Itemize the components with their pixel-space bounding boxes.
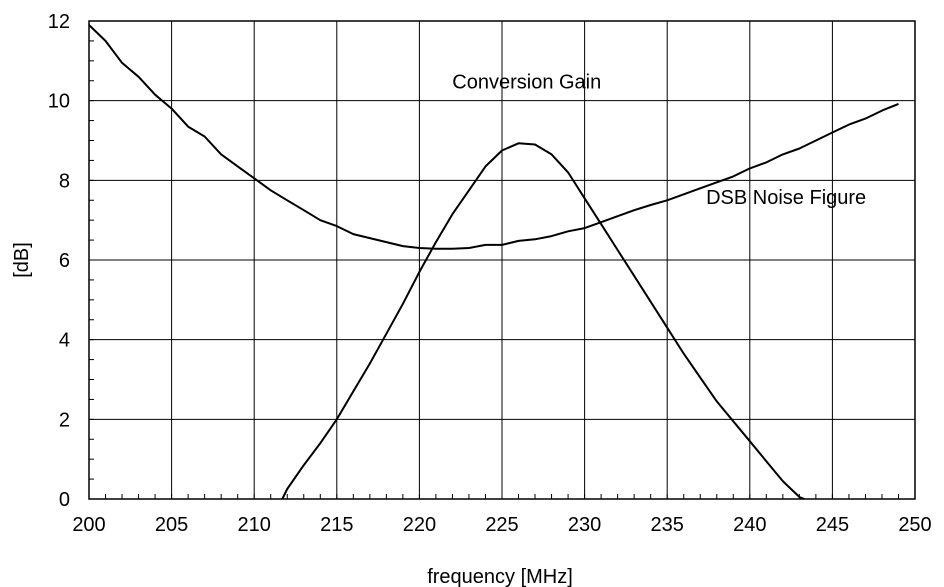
y-tick-label: 10 <box>48 91 70 113</box>
x-axis-title: frequency [MHz] <box>427 566 573 587</box>
x-tick-label: 225 <box>485 514 518 536</box>
x-tick-label: 220 <box>403 514 436 536</box>
x-tick-label: 210 <box>238 514 271 536</box>
x-tick-label: 205 <box>155 514 188 536</box>
series-line-2 <box>281 142 805 500</box>
x-tick-label: 250 <box>898 514 931 536</box>
annotations: Conversion Gain DSB Noise Figure <box>452 72 866 210</box>
y-tick-label: 8 <box>59 170 70 192</box>
x-tick-label: 235 <box>651 514 684 536</box>
y-tick-label: 12 <box>48 11 70 33</box>
x-tick-label: 240 <box>733 514 766 536</box>
y-tick-label: 0 <box>59 489 70 511</box>
x-tick-labels: 200 205 210 215 220 225 230 235 240 245 250 <box>72 514 931 536</box>
x-tick-label: 245 <box>816 514 849 536</box>
x-tick-label: 215 <box>320 514 353 536</box>
x-tick-label: 200 <box>72 514 105 536</box>
series-line-1 <box>88 24 899 250</box>
y-tick-labels: 0 2 4 6 8 10 12 <box>48 11 70 511</box>
y-axis-title: [dB] <box>11 242 33 278</box>
y-tick-label: 6 <box>59 250 70 272</box>
series-layer <box>88 24 899 500</box>
annotation-1: Conversion Gain <box>452 72 601 94</box>
x-tick-label: 230 <box>568 514 601 536</box>
plot-frame <box>88 20 916 500</box>
y-tick-label: 4 <box>59 330 70 352</box>
annotation-2: DSB Noise Figure <box>706 187 866 209</box>
y-tick-label: 2 <box>59 409 70 431</box>
minor-ticks <box>88 20 916 500</box>
